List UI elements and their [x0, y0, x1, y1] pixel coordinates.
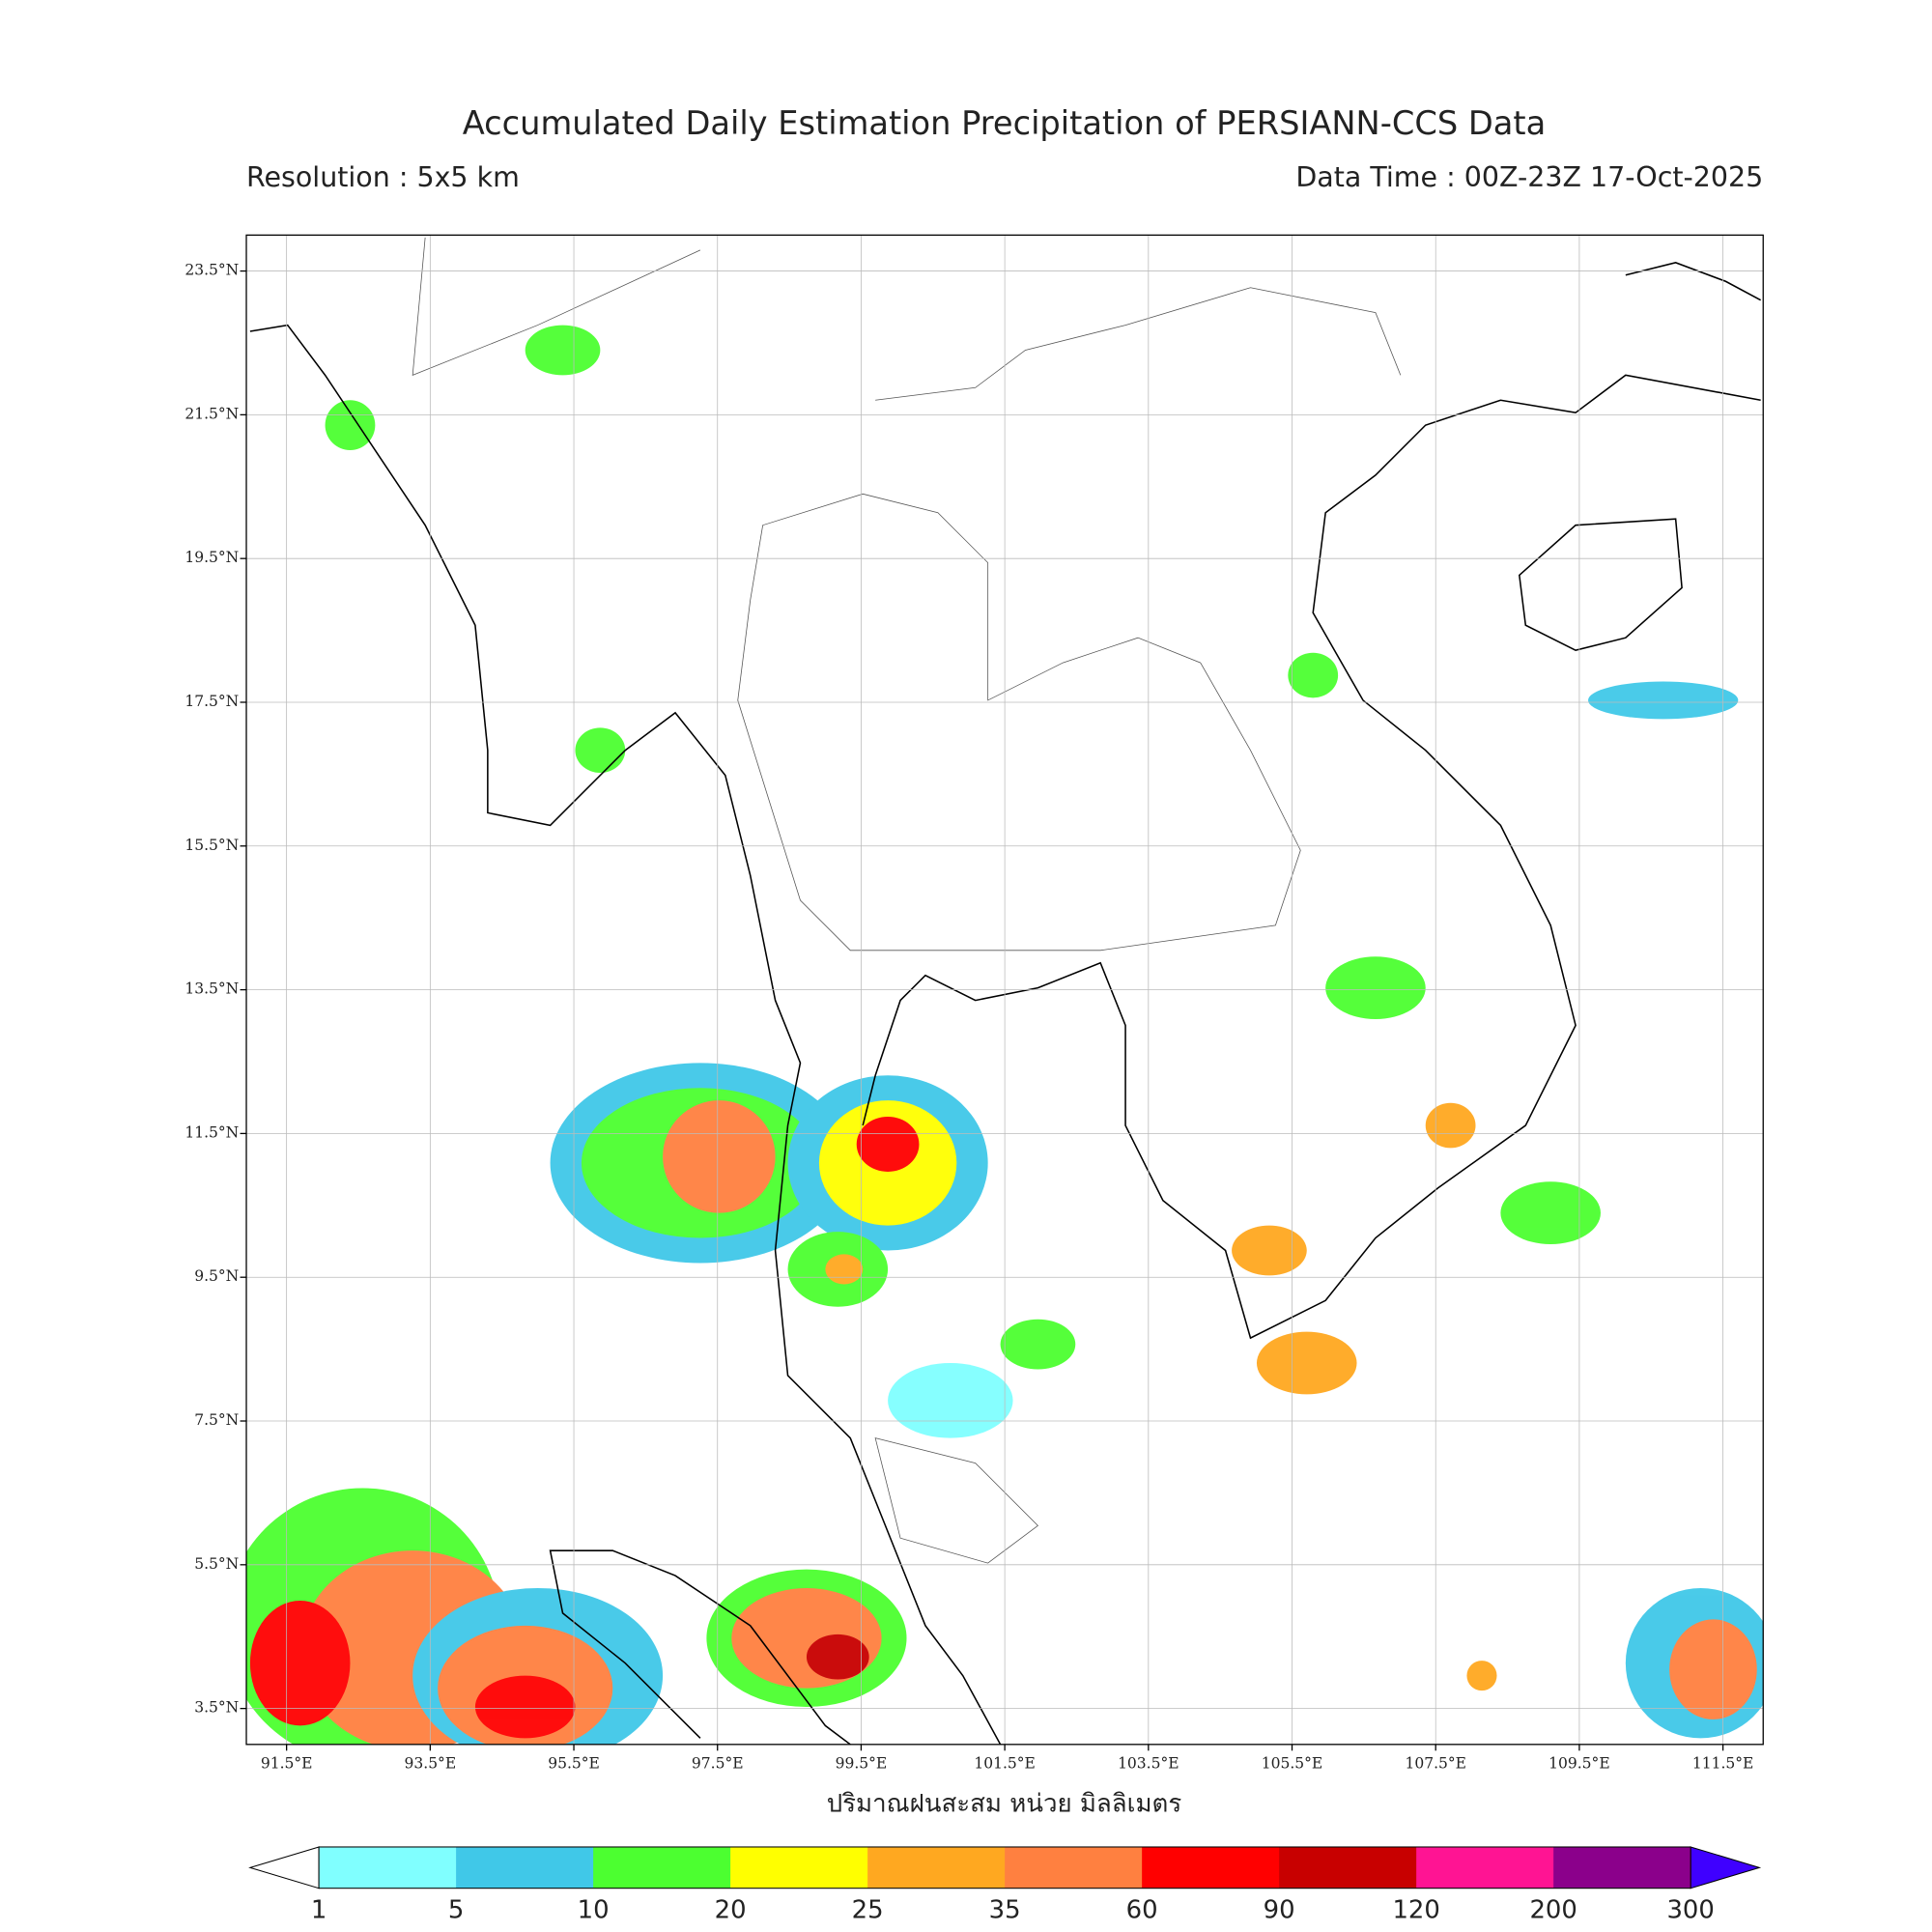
y-tick-label: 13.5°N	[185, 980, 239, 998]
colorbar-label: 20	[715, 1895, 747, 1924]
colorbar-frame	[318, 1846, 1691, 1889]
coastline	[249, 262, 1762, 1745]
x-tick-label: 99.5°E	[836, 1755, 888, 1773]
colorbar-label: 300	[1666, 1895, 1714, 1924]
x-tick-label: 101.5°E	[974, 1755, 1036, 1773]
title: Accumulated Daily Estimation Precipitati…	[463, 104, 1546, 142]
colorbar-segment	[867, 1846, 1006, 1889]
colorbar-label: 5	[448, 1895, 464, 1924]
x-tick-label: 109.5°E	[1548, 1755, 1610, 1773]
subtitle-right: Data Time : 00Z-23Z 17-Oct-2025	[1295, 161, 1763, 193]
y-tick-label: 7.5°N	[194, 1411, 239, 1429]
x-tick-label: 107.5°E	[1405, 1755, 1466, 1773]
colorbar-segment	[319, 1846, 457, 1889]
colorbar-segment	[1553, 1846, 1691, 1889]
subtitle-left: Resolution : 5x5 km	[246, 161, 520, 193]
y-tick-label: 9.5°N	[194, 1267, 239, 1285]
colorbar-segment	[730, 1846, 868, 1889]
colorbar-segment	[1416, 1846, 1554, 1889]
y-tick-label: 5.5°N	[194, 1555, 239, 1573]
colorbar-over	[1690, 1846, 1762, 1889]
map-area	[246, 235, 1764, 1745]
colorbar-label: 90	[1264, 1895, 1295, 1924]
x-axis-label: ปริมาณฝนสะสม หน่วย มิลลิเมตร	[827, 1789, 1182, 1818]
borders	[412, 237, 1402, 1564]
colorbar-segment	[456, 1846, 594, 1889]
x-tick-label: 93.5°E	[405, 1755, 457, 1773]
y-tick-label: 3.5°N	[194, 1699, 239, 1717]
colorbar-label: 120	[1392, 1895, 1439, 1924]
y-tick-label: 21.5°N	[185, 405, 239, 422]
y-tick-label: 23.5°N	[185, 262, 239, 279]
y-tick-label: 15.5°N	[185, 837, 239, 854]
colorbar-under	[248, 1846, 320, 1889]
x-tick-label: 103.5°E	[1118, 1755, 1179, 1773]
x-tick-label: 95.5°E	[548, 1755, 600, 1773]
x-tick-label: 91.5°E	[261, 1755, 313, 1773]
colorbar-label: 10	[578, 1895, 610, 1924]
colorbar-label: 1	[311, 1895, 327, 1924]
x-tick-label: 97.5°E	[692, 1755, 744, 1773]
colorbar-segment	[1142, 1846, 1280, 1889]
colorbar-label: 200	[1529, 1895, 1577, 1924]
x-tick-label: 111.5°E	[1692, 1755, 1754, 1773]
y-tick-label: 19.5°N	[185, 549, 239, 566]
precipitation	[246, 325, 1764, 1745]
x-tick-label: 105.5°E	[1262, 1755, 1323, 1773]
y-tick-label: 17.5°N	[185, 693, 239, 710]
y-tick-label: 11.5°N	[185, 1123, 239, 1141]
colorbar-label: 35	[989, 1895, 1021, 1924]
colorbar-segment	[1005, 1846, 1143, 1889]
colorbar-segment	[593, 1846, 731, 1889]
colorbar-label: 60	[1126, 1895, 1158, 1924]
colorbar-label: 25	[852, 1895, 884, 1924]
colorbar-segment	[1279, 1846, 1417, 1889]
